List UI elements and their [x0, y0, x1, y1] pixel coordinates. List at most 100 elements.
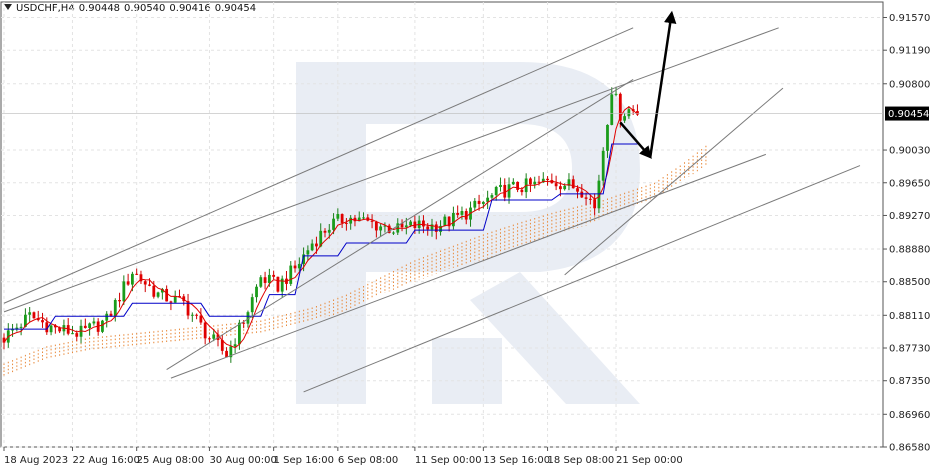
candle-body [212, 334, 216, 339]
candle-body [464, 211, 468, 220]
candle-body [537, 181, 541, 183]
candle-body [238, 322, 241, 345]
candle-body [135, 273, 139, 275]
tenkan-sen-line [3, 106, 638, 349]
candle-body [387, 225, 391, 233]
y-tick-label: 0.91570 [889, 13, 930, 24]
candle-body [267, 274, 271, 283]
trendline[interactable] [564, 87, 784, 276]
candle-body [593, 199, 597, 209]
x-tick-label: 18 Sep 08:00 [548, 455, 615, 466]
current-price-badge [885, 106, 929, 121]
y-tick-label: 0.88110 [889, 311, 930, 322]
candle-body [289, 265, 293, 284]
candle-body [186, 301, 190, 316]
candle-body [434, 224, 438, 232]
candle-body [208, 338, 211, 340]
candle-body [122, 281, 126, 302]
candle-body [383, 225, 387, 227]
candle-body [28, 312, 32, 315]
candle-body [588, 198, 592, 200]
trendline[interactable] [3, 27, 634, 304]
candle-body [554, 183, 558, 187]
candle-body [511, 181, 515, 185]
candle-body [190, 314, 194, 316]
y-tick-label: 0.90800 [889, 79, 930, 90]
chart-header: USDCHF,H4 0.90448 0.90540 0.90416 0.90454 [4, 3, 260, 14]
candle-body [327, 229, 331, 233]
candle-body [302, 254, 305, 264]
candle-body [233, 344, 237, 347]
trendline[interactable] [303, 165, 861, 393]
candle-body [229, 346, 233, 358]
candle-body [332, 218, 335, 230]
candle-body [199, 315, 203, 323]
candle-body [88, 323, 91, 328]
candle-body [32, 312, 36, 319]
candle-body [297, 263, 301, 269]
candle-body [139, 274, 143, 282]
y-tick-label: 0.87730 [889, 344, 930, 355]
candle-body [242, 322, 246, 324]
y-tick-label: 0.86960 [889, 410, 930, 421]
candle-body [246, 312, 250, 324]
candle-body [11, 329, 14, 331]
candle-body [15, 327, 19, 330]
symbol-label: USDCHF,H4 [16, 3, 75, 14]
forecast-arrow[interactable] [619, 121, 652, 159]
candle-body [259, 277, 263, 287]
open-value: 0.90448 [78, 3, 121, 14]
candle-body [293, 265, 297, 269]
x-tick-label: 18 Aug 2023 [4, 455, 68, 466]
candle-body [310, 243, 314, 251]
y-tick-label: 0.87350 [889, 376, 930, 387]
candle-body [567, 179, 571, 186]
candle-body [101, 320, 104, 332]
candle-body [580, 191, 584, 198]
low-value: 0.90416 [169, 3, 211, 14]
candle-body [272, 274, 276, 277]
candle-body [41, 320, 44, 323]
candle-body [203, 322, 207, 339]
candle-body [473, 200, 477, 208]
candle-body [109, 313, 113, 317]
candle-body [340, 214, 344, 223]
forecast-arrow[interactable] [649, 10, 677, 158]
close-value: 0.90454 [214, 3, 257, 14]
symbol-menu-triangle-icon[interactable] [4, 4, 12, 10]
candle-body [584, 197, 588, 199]
candle-body [559, 186, 562, 190]
candle-body [315, 243, 318, 247]
candle-body [280, 278, 284, 292]
candle-body [610, 94, 614, 125]
trendline[interactable] [170, 153, 767, 379]
candle-body [627, 109, 631, 117]
candle-body [422, 220, 425, 227]
candle-body [597, 180, 601, 209]
trendline[interactable] [166, 79, 634, 370]
candle-body [374, 221, 378, 231]
candle-body [426, 226, 430, 230]
candle-body [430, 224, 434, 230]
candle-body [460, 211, 464, 215]
candle-body [636, 111, 639, 115]
candle-body [75, 333, 79, 337]
candle-body [306, 250, 310, 255]
x-tick-label: 6 Sep 08:00 [338, 455, 398, 466]
current-price-label: 0.90454 [888, 109, 929, 120]
candle-body [220, 339, 224, 351]
candle-body [490, 195, 494, 198]
candle-body [152, 285, 156, 297]
candle-body [250, 297, 254, 313]
candle-body [96, 321, 100, 332]
kijun-sen-line [4, 143, 638, 330]
trendline[interactable] [3, 27, 779, 313]
candle-body [520, 189, 524, 193]
candle-body [19, 326, 23, 328]
candle-body [481, 201, 485, 204]
candle-body [370, 220, 374, 222]
candle-body [2, 337, 6, 343]
candle-body [576, 188, 579, 192]
candle-body [156, 292, 160, 297]
